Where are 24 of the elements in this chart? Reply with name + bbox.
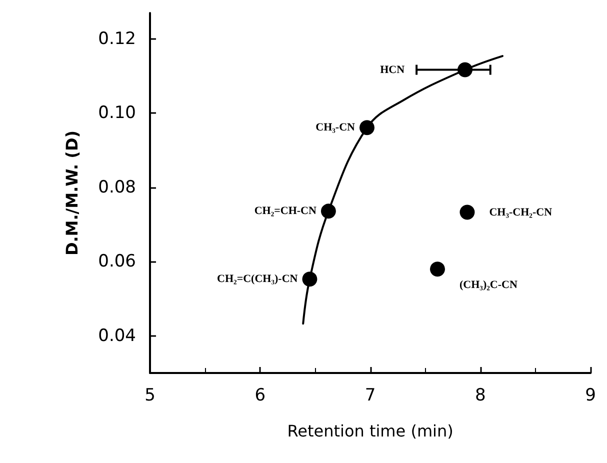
y-axis-title: D.M./M.W. (D) (62, 130, 82, 256)
annotation: (CH₃)₂C-CN (459, 279, 518, 292)
y-tick-label: 0.04 (98, 326, 136, 346)
x-tick-label: 6 (254, 386, 266, 406)
y-tick-label: 0.10 (98, 103, 136, 124)
point (320, 204, 336, 219)
point (460, 204, 475, 220)
annotation: CH₃-CN (316, 122, 356, 134)
point (430, 262, 445, 277)
point (458, 62, 473, 78)
x-tick-label: 5 (144, 386, 156, 406)
x-tick-label: 8 (475, 386, 486, 406)
x-tick-label: 7 (364, 386, 376, 406)
point (302, 272, 318, 287)
y-tick-label: 0.06 (98, 252, 136, 272)
annotation: CH₂=C(CH₃)-CN (217, 273, 298, 286)
y-tick-label: 0.08 (98, 177, 136, 198)
point (360, 120, 374, 136)
annotation: CH₃-CH₂-CN (489, 206, 552, 218)
annotation: CH₂=CH-CN (254, 205, 316, 218)
y-tick-label: 0.12 (98, 28, 136, 49)
x-axis-title: Retention time (min) (287, 422, 454, 440)
annotation: HCN (380, 64, 405, 76)
x-tick-label: 9 (585, 386, 596, 406)
